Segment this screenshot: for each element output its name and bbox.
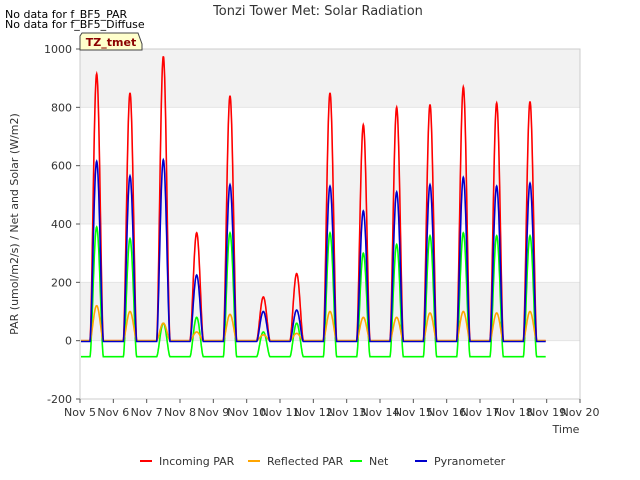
x-tick-label: Nov 20: [561, 406, 600, 419]
y-axis-label: PAR (umol/m2/s) / Net and Solar (W/m2): [8, 113, 21, 335]
x-tick-label: Nov 15: [394, 406, 433, 419]
y-tick-label: 200: [51, 276, 72, 289]
plot-bands: [80, 48, 580, 400]
x-tick-label: Nov 16: [427, 406, 466, 419]
x-tick-label: Nov 5: [64, 406, 96, 419]
x-tick-label: Nov 7: [131, 406, 163, 419]
legend-label: Incoming PAR: [159, 455, 235, 468]
chart-title: Tonzi Tower Met: Solar Radiation: [212, 4, 423, 19]
x-tick-label: Nov 9: [197, 406, 229, 419]
y-tick-label: 800: [51, 101, 72, 114]
y-axis-ticks: -200 0 200 400 600 800 1000: [44, 43, 80, 406]
y-tick-label: -200: [47, 393, 72, 406]
y-tick-label: 1000: [44, 43, 72, 56]
no-data-note-diffuse: No data for f_BF5_Diffuse: [5, 18, 145, 31]
x-tick-label: Nov 18: [494, 406, 533, 419]
x-tick-label: Nov 8: [164, 406, 196, 419]
y-tick-label: 600: [51, 160, 72, 173]
y-tick-label: 400: [51, 218, 72, 231]
x-axis-label: Time: [552, 423, 580, 436]
x-tick-label: Nov 13: [327, 406, 366, 419]
grid-band: [80, 340, 580, 399]
x-tick-label: Nov 6: [97, 406, 129, 419]
series-line-pyranometer: [81, 157, 546, 343]
legend-label: Pyranometer: [434, 455, 506, 468]
x-tick-label: Nov 17: [461, 406, 500, 419]
no-data-note-par: No data for f_BF5_PAR: [5, 8, 128, 21]
grid-band: [80, 107, 580, 166]
y-tick-label: 0: [65, 335, 72, 348]
series-line-net: [81, 225, 546, 358]
x-tick-label: Nov 14: [361, 406, 400, 419]
badge-label: TZ_tmet: [86, 36, 136, 49]
legend: Incoming PAR Reflected PAR Net Pyranometer: [140, 455, 506, 468]
series-layer: [81, 56, 546, 358]
grid-band: [80, 165, 580, 224]
x-tick-label: Nov 12: [294, 406, 333, 419]
legend-label: Reflected PAR: [267, 455, 344, 468]
legend-label: Net: [369, 455, 389, 468]
x-tick-label: Nov 19: [527, 406, 566, 419]
x-tick-label: Nov 11: [261, 406, 300, 419]
tz-tmet-badge: TZ_tmet: [79, 32, 143, 51]
x-tick-label: Nov 10: [227, 406, 266, 419]
